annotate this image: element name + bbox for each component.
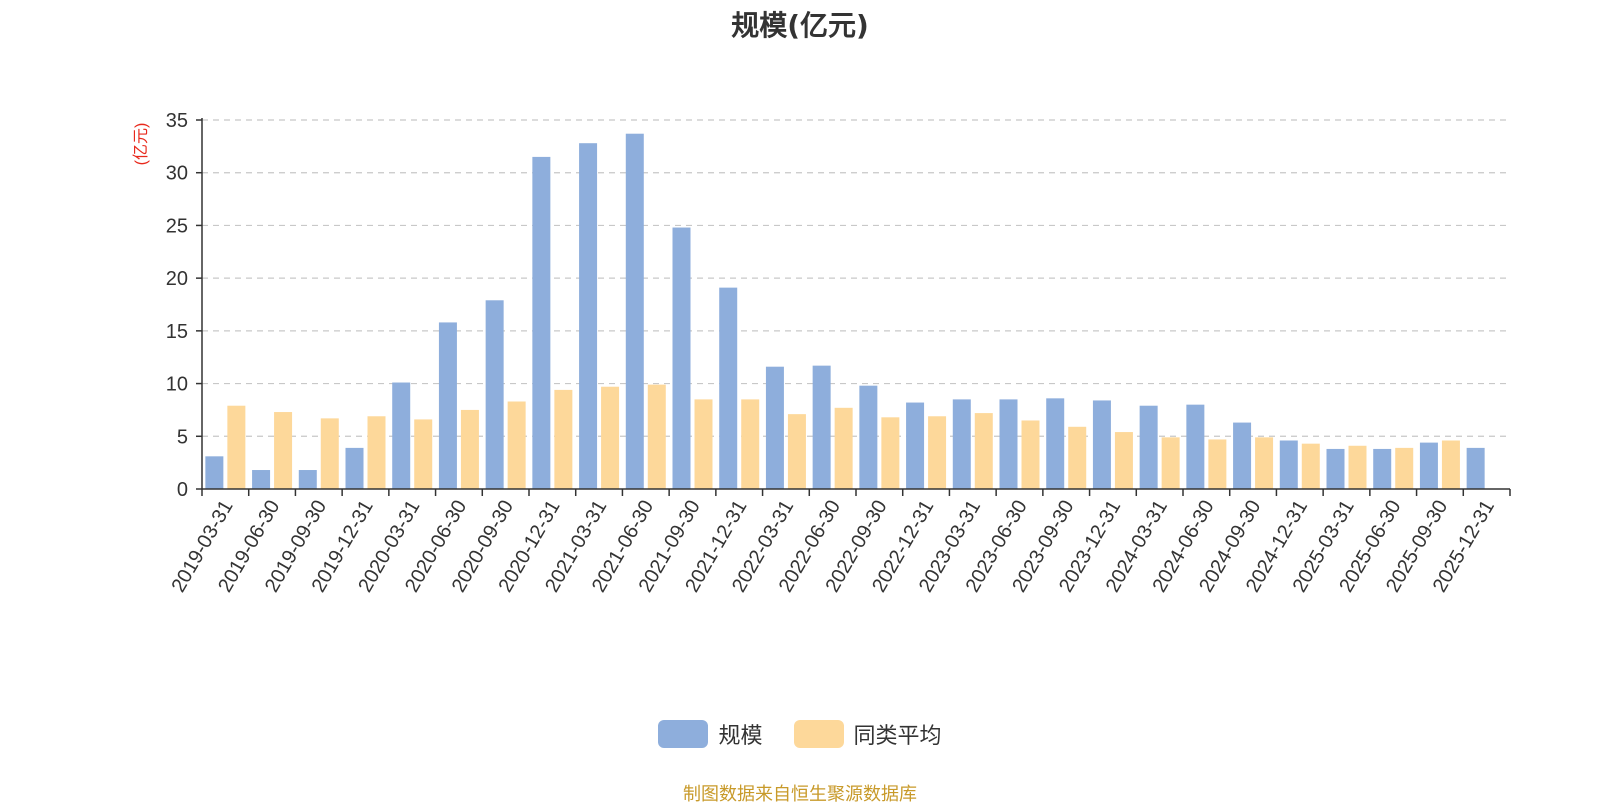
bar-scale[interactable] (999, 399, 1018, 489)
y-tick-label: 35 (166, 110, 188, 132)
bar-average[interactable] (1395, 447, 1414, 489)
bar-average[interactable] (1441, 440, 1460, 489)
bar-scale[interactable] (672, 227, 691, 489)
legend-item-average[interactable]: 同类平均 (793, 718, 942, 750)
bar-average[interactable] (1208, 439, 1227, 489)
bars (205, 133, 1485, 490)
bar-average[interactable] (227, 405, 246, 489)
source-note: 制图数据来自恒生聚源数据库 (683, 784, 917, 805)
bar-scale[interactable] (392, 382, 411, 489)
bar-scale[interactable] (625, 133, 644, 489)
bar-average[interactable] (1068, 426, 1087, 489)
x-tick-labels: 2019-03-312019-06-302019-09-302019-12-31… (167, 496, 1498, 596)
bar-average[interactable] (974, 413, 993, 489)
bar-scale[interactable] (298, 470, 317, 489)
chart-title: 规模(亿元) (731, 9, 869, 42)
bar-scale[interactable] (532, 156, 551, 489)
bar-scale[interactable] (1186, 404, 1205, 489)
bar-average[interactable] (1114, 432, 1133, 489)
y-tick-label: 20 (166, 268, 188, 290)
bar-average[interactable] (1301, 443, 1320, 489)
bar-scale[interactable] (1139, 405, 1158, 489)
bar-average[interactable] (787, 414, 806, 489)
bar-average[interactable] (741, 399, 760, 489)
bar-average[interactable] (507, 401, 526, 489)
bar-scale[interactable] (1373, 448, 1392, 489)
bar-scale[interactable] (1233, 422, 1252, 489)
bar-average[interactable] (1348, 445, 1367, 489)
bar-scale[interactable] (859, 385, 878, 489)
grid-lines (202, 119, 1510, 437)
axes (196, 118, 1511, 496)
legend-item-scale[interactable]: 规模 (658, 718, 763, 750)
y-tick-label: 30 (166, 163, 188, 185)
legend-label-average: 同类平均 (853, 724, 942, 749)
bar-scale[interactable] (1279, 440, 1298, 489)
y-tick-labels: 0 5 10 15 20 25 30 35 (166, 110, 188, 501)
y-tick-label: 25 (166, 215, 188, 237)
bar-average[interactable] (601, 386, 620, 489)
bar-scale[interactable] (205, 456, 224, 489)
legend-swatch-average (793, 720, 844, 748)
y-tick-label: 5 (177, 426, 188, 448)
legend-label-scale: 规模 (718, 724, 763, 749)
bar-average[interactable] (1021, 420, 1040, 489)
bar-average[interactable] (694, 399, 713, 489)
bar-average[interactable] (1161, 437, 1180, 489)
bar-scale[interactable] (438, 322, 457, 489)
bar-average[interactable] (834, 407, 853, 489)
y-tick-label: 10 (166, 374, 188, 396)
bar-average[interactable] (647, 384, 666, 489)
bar-scale[interactable] (1092, 400, 1111, 489)
bar-average[interactable] (414, 419, 433, 489)
bar-scale[interactable] (579, 143, 598, 490)
y-tick-label: 0 (177, 479, 188, 501)
bar-average[interactable] (460, 409, 479, 489)
legend: 规模 同类平均 (0, 718, 1600, 754)
bar-scale[interactable] (1326, 448, 1345, 489)
bar-average[interactable] (928, 416, 947, 489)
bar-scale[interactable] (1046, 398, 1065, 489)
bar-scale[interactable] (812, 365, 831, 489)
bar-average[interactable] (367, 416, 386, 489)
bar-scale[interactable] (345, 447, 364, 489)
bar-scale[interactable] (1466, 447, 1485, 489)
bar-scale[interactable] (485, 300, 504, 489)
bar-scale[interactable] (719, 287, 738, 489)
bar-scale[interactable] (906, 402, 925, 489)
legend-swatch-scale (658, 720, 709, 748)
bar-scale[interactable] (252, 470, 271, 489)
y-axis-label: (亿元) (132, 123, 150, 166)
bar-average[interactable] (274, 412, 293, 489)
y-tick-label: 15 (166, 321, 188, 343)
bar-average[interactable] (881, 417, 900, 489)
bar-scale[interactable] (765, 366, 784, 489)
bar-average[interactable] (554, 389, 573, 489)
bar-average[interactable] (320, 418, 339, 489)
bar-scale[interactable] (1419, 442, 1438, 489)
bar-average[interactable] (1255, 437, 1274, 489)
bar-scale[interactable] (952, 399, 971, 489)
